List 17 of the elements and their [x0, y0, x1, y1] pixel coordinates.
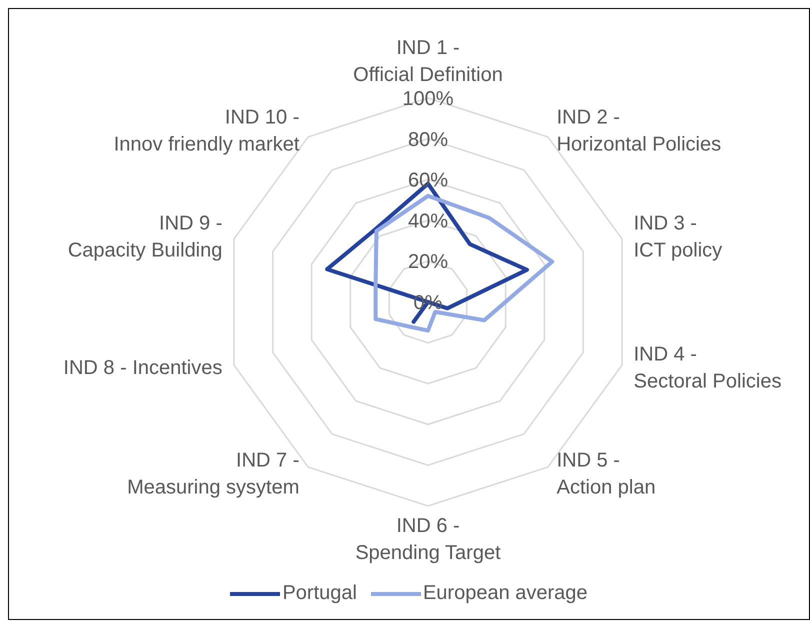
y-tick-label: 80% [408, 128, 448, 151]
spoke-label: IND 9 - Capacity Building [68, 212, 222, 262]
spoke-label: IND 6 - Spending Target [355, 515, 502, 564]
spoke-label: IND 2 - Horizontal Policies [556, 106, 722, 156]
y-tick-label: 40% [408, 210, 448, 232]
spoke-label: IND 7 - Measuring sysytem [127, 450, 300, 499]
spoke-label: IND 5 - Action plan [556, 450, 656, 499]
spoke-label: IND 8 - Incentives [63, 357, 222, 380]
y-tick-label: 100% [402, 88, 454, 110]
spoke-label: IND 1 - Official Definition [353, 37, 503, 86]
spoke-label: IND 4 - Sectoral Policies [634, 344, 782, 393]
legend-label: Portugal [282, 582, 357, 605]
spoke-label: IND 3 - ICT policy [634, 212, 722, 262]
spoke-label: IND 10 - Innov friendly market [114, 106, 300, 156]
y-tick-label: 60% [408, 170, 448, 192]
legend-label: European average [422, 582, 588, 605]
y-tick-label: 20% [408, 251, 448, 274]
